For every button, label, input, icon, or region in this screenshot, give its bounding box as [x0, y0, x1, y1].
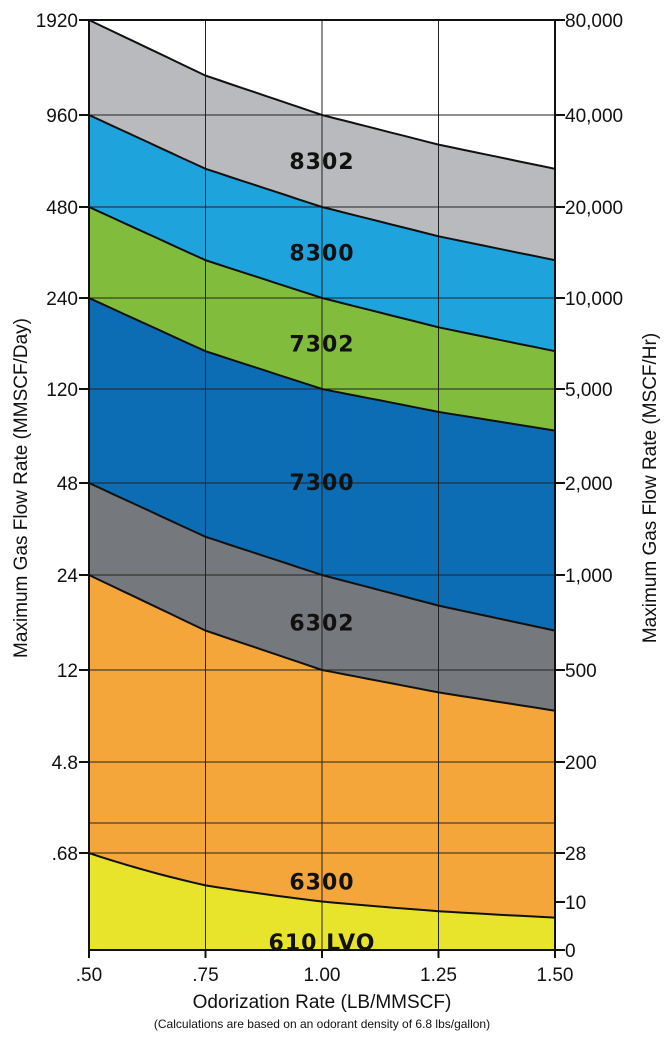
- left-tick-label: 12: [57, 661, 78, 682]
- left-axis-title: Maximum Gas Flow Rate (MMSCF/Day): [11, 318, 32, 658]
- band-label-7300: 7300: [289, 471, 354, 496]
- x-axis-title: Odorization Rate (LB/MMSCF): [193, 992, 452, 1013]
- left-tick-label: .68: [52, 844, 78, 865]
- left-tick-label: 960: [46, 106, 78, 127]
- boundary-layer: [88, 19, 556, 919]
- right-tick-label: 40,000: [565, 106, 623, 127]
- left-tick-label: 240: [46, 289, 78, 310]
- right-tick-label: 5,000: [565, 380, 613, 401]
- band-label-6302: 6302: [289, 612, 354, 637]
- band-boundary-6302: [88, 482, 556, 632]
- left-tick-label: 480: [46, 198, 78, 219]
- band-label-7302: 7302: [289, 333, 354, 358]
- right-tick-label: 2,000: [565, 474, 613, 495]
- band-boundary-7302: [88, 206, 556, 353]
- band-boundary-7300: [88, 297, 556, 432]
- right-tick-label: 20,000: [565, 198, 623, 219]
- footnote: (Calculations are based on an odorant de…: [154, 1017, 490, 1031]
- x-tick-label: .50: [76, 965, 102, 986]
- band-boundary-610-lvo: [88, 852, 556, 919]
- x-tick-label: 1.00: [304, 965, 341, 986]
- left-tick-label: 24: [57, 566, 79, 587]
- tick-layer: 1920 960 480 240 120 48 24 12 4.8 .68 80,000 40,000…: [36, 11, 623, 986]
- right-tick-label: 10,000: [565, 289, 623, 310]
- right-tick-label: 500: [565, 661, 597, 682]
- band-label-8300: 8300: [289, 242, 354, 267]
- right-tick-label: 28: [565, 844, 586, 865]
- band-label-6300: 6300: [289, 871, 354, 896]
- band-label-8302: 8302: [289, 150, 354, 175]
- right-tick-label: 80,000: [565, 11, 623, 32]
- x-tick-label: 1.25: [420, 965, 457, 986]
- left-tick-label: 120: [46, 380, 78, 401]
- x-tick-label: .75: [192, 965, 218, 986]
- right-tick-label: 1,000: [565, 566, 613, 587]
- right-tick-label: 10: [565, 893, 586, 914]
- right-axis-title: Maximum Gas Flow Rate (MSCF/Hr): [640, 333, 661, 643]
- left-tick-label: 1920: [36, 11, 78, 32]
- right-tick-label: 200: [565, 753, 597, 774]
- x-tick-label: 1.50: [537, 965, 574, 986]
- left-tick-label: 48: [57, 474, 78, 495]
- right-tick-label: 0: [565, 941, 576, 962]
- band-boundary-8302: [88, 19, 556, 170]
- left-tick-label: 4.8: [52, 753, 78, 774]
- band-boundary-8300: [88, 114, 556, 262]
- band-boundary-6300: [88, 574, 556, 712]
